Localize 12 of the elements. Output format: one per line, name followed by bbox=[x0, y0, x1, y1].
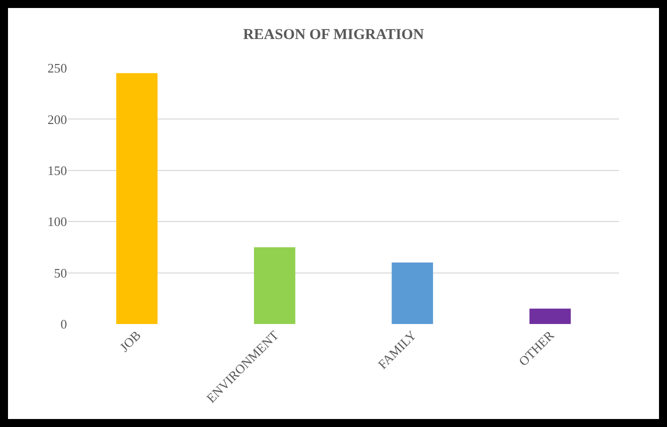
y-tick-label: 50 bbox=[54, 265, 67, 280]
bar bbox=[254, 247, 296, 324]
y-tick-label: 250 bbox=[48, 60, 67, 76]
x-tick-label: JOB bbox=[116, 327, 144, 355]
chart-title: REASON OF MIGRATION bbox=[243, 27, 424, 44]
y-tick-label: 0 bbox=[60, 316, 67, 332]
bar bbox=[392, 262, 434, 324]
bar bbox=[529, 308, 571, 324]
y-tick-label: 100 bbox=[48, 214, 67, 230]
y-tick-label: 150 bbox=[48, 162, 67, 178]
y-tick-label: 200 bbox=[48, 112, 67, 127]
bar bbox=[116, 73, 158, 324]
